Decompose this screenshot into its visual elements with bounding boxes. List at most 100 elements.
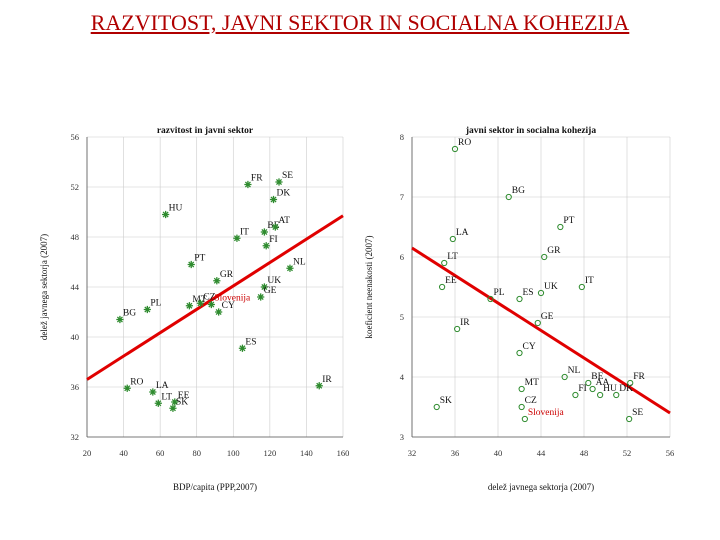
- left-point-label: RO: [130, 377, 143, 387]
- left-y-tick-label: 48: [71, 232, 80, 242]
- right-point-label: PL: [493, 288, 504, 298]
- right-trend-line: [411, 246, 671, 415]
- left-x-axis-label: BDP/capita (PPP,2007): [173, 482, 257, 492]
- left-y-tick-label: 32: [71, 432, 80, 442]
- left-data-point: [257, 293, 265, 301]
- right-point-label: BE: [591, 372, 603, 382]
- right-point-label: FI: [578, 384, 586, 394]
- left-data-point: [143, 305, 151, 314]
- right-y-tick-label: 6: [400, 252, 404, 262]
- left-point-label: SK: [176, 397, 188, 407]
- left-data-point: [213, 277, 221, 285]
- right-data-point: [487, 295, 494, 303]
- left-x-tick-label: 20: [83, 448, 92, 458]
- right-x-tick-label: 32: [408, 448, 417, 458]
- right-point-label: BG: [512, 186, 525, 196]
- left-point-label: DK: [277, 189, 291, 199]
- right-data-point: [439, 283, 446, 291]
- left-data-point: [275, 178, 283, 186]
- left-data-point: [233, 234, 241, 242]
- left-y-tick-label: 36: [71, 382, 80, 392]
- right-data-point: [451, 145, 459, 153]
- right-y-axis-label: koeficient neenakosti (2007): [364, 236, 374, 339]
- right-data-point: [518, 385, 525, 393]
- right-x-axis-label: delež javnega sektorja (2007): [488, 482, 594, 492]
- right-data-point: [454, 325, 461, 333]
- right-data-point: [537, 289, 545, 297]
- left-point-label: CY: [222, 301, 235, 311]
- left-point-label: IR: [322, 375, 332, 385]
- right-data-point: [585, 379, 592, 387]
- right-point-label: UK: [544, 282, 558, 292]
- right-data-point: [516, 295, 523, 303]
- left-trend-line: [86, 214, 344, 381]
- left-point-label: BG: [123, 309, 136, 319]
- right-point-label: MT: [525, 378, 539, 388]
- right-x-tick-label: 52: [623, 448, 632, 458]
- right-data-point: [572, 391, 579, 399]
- left-y-tick-label: 40: [71, 332, 80, 342]
- left-data-point: [244, 180, 252, 189]
- right-point-label: LT: [447, 252, 458, 262]
- left-data-point: [162, 210, 170, 219]
- left-point-label: MT: [192, 295, 206, 305]
- left-point-label: EE: [178, 391, 190, 401]
- right-data-point: [505, 193, 512, 201]
- left-data-point: [187, 260, 195, 269]
- left-point-label: UK: [267, 276, 281, 286]
- left-data-point: [149, 388, 157, 396]
- right-point-label: NL: [568, 366, 581, 376]
- right-data-point: [541, 253, 548, 261]
- left-data-point: [116, 315, 124, 324]
- left-x-tick-label: 40: [119, 448, 128, 458]
- left-y-tick-label: 52: [71, 182, 80, 192]
- right-data-point: [627, 379, 634, 387]
- right-y-tick-label: 5: [400, 312, 404, 322]
- right-point-label: AA: [596, 378, 610, 388]
- left-point-label: HU: [169, 204, 183, 214]
- left-point-label: FR: [251, 174, 263, 184]
- right-point-label: IR: [460, 318, 470, 328]
- left-x-tick-label: 80: [192, 448, 201, 458]
- right-data-point: [516, 349, 523, 357]
- right-x-tick-label: 40: [494, 448, 503, 458]
- right-point-label: LA: [456, 228, 469, 238]
- left-data-point: [215, 308, 223, 316]
- left-x-tick-label: 100: [227, 448, 240, 458]
- right-data-point: [449, 235, 456, 243]
- left-data-point: [238, 344, 247, 352]
- left-x-tick-label: 160: [337, 448, 350, 458]
- left-data-point: [262, 242, 270, 250]
- right-point-label: Slovenija: [528, 408, 565, 418]
- right-point-label: GE: [541, 312, 554, 322]
- right-y-tick-label: 7: [400, 192, 404, 202]
- right-point-label: CY: [523, 342, 536, 352]
- right-data-point: [518, 403, 525, 411]
- right-point-label: SK: [440, 396, 452, 406]
- left-point-label: PL: [150, 299, 161, 309]
- right-point-label: RO: [458, 138, 471, 148]
- right-data-point: [561, 373, 568, 381]
- left-y-tick-label: 44: [71, 282, 80, 292]
- left-point-label: GE: [264, 286, 277, 296]
- left-data-point: [269, 195, 278, 204]
- right-point-label: PT: [563, 216, 574, 226]
- right-data-point: [626, 415, 633, 423]
- right-chart-title: javni sektor in socialna kohezija: [465, 126, 596, 136]
- left-point-label: CZ: [203, 292, 215, 302]
- left-data-point: [171, 398, 179, 406]
- left-data-point: [286, 264, 294, 272]
- left-data-point: [260, 228, 268, 236]
- right-point-label: CZ: [525, 396, 537, 406]
- right-data-point: [433, 403, 440, 411]
- left-data-point: [260, 283, 268, 291]
- left-data-point: [207, 300, 215, 309]
- right-x-tick-label: 44: [537, 448, 546, 458]
- left-point-label: SE: [282, 171, 293, 181]
- left-data-point: [315, 382, 323, 390]
- right-data-point: [534, 319, 541, 327]
- left-data-point: [196, 299, 204, 307]
- left-x-tick-label: 120: [263, 448, 276, 458]
